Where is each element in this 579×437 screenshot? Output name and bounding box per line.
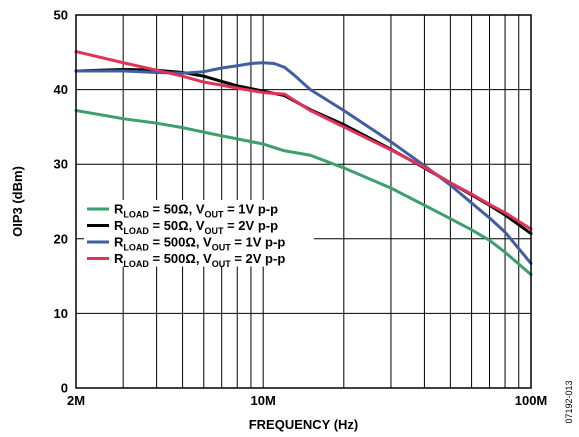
data-series-group xyxy=(74,50,533,277)
y-tick-label: 30 xyxy=(54,157,68,172)
legend-row-background xyxy=(84,216,314,234)
y-tick-label: 40 xyxy=(54,82,68,97)
x-tick-label: 100M xyxy=(515,393,548,408)
legend-row-background xyxy=(84,200,314,217)
legend-label-1: RLOAD = 50Ω, VOUT = 1V p-p xyxy=(114,202,278,220)
plot-frame xyxy=(75,14,532,389)
tick-labels: 0 10 20 30 40 50 2M 10M 100M xyxy=(54,8,548,409)
y-axis-label: OIP3 (dBm) xyxy=(10,166,25,237)
legend-label-2: RLOAD = 50Ω, VOUT = 2V p-p xyxy=(114,218,278,236)
figure-id: 07192-013 xyxy=(564,380,574,423)
x-tick-label: 10M xyxy=(251,393,276,408)
legend-label-4: RLOAD = 500Ω, VOUT = 2V p-p xyxy=(114,251,285,269)
series-line-3 xyxy=(74,61,533,265)
y-tick-label: 20 xyxy=(54,231,68,246)
y-tick-label: 0 xyxy=(61,381,68,396)
legend-row-background xyxy=(84,249,314,267)
legend-label-3: RLOAD = 500Ω, VOUT = 1V p-p xyxy=(114,235,285,253)
x-axis-label: FREQUENCY (Hz) xyxy=(249,417,359,432)
y-tick-label: 10 xyxy=(54,306,68,321)
series-line-1 xyxy=(74,108,533,277)
legend-row-background xyxy=(84,233,314,250)
series-line-4 xyxy=(74,50,533,231)
y-tick-label: 50 xyxy=(54,8,68,23)
x-tick-label: 2M xyxy=(67,393,85,408)
